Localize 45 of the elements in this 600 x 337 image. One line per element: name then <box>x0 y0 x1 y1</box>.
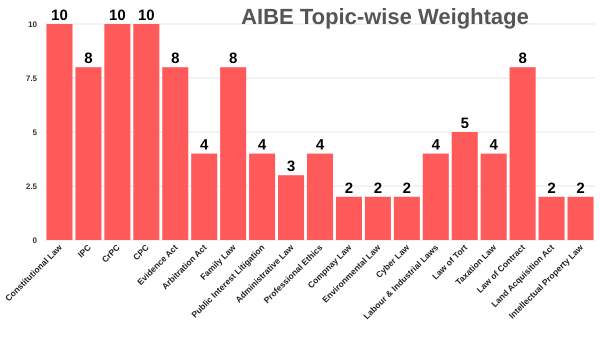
data-label: 10 <box>109 7 126 24</box>
x-tick-label: IPC <box>76 242 93 260</box>
y-tick-label: 2.5 <box>26 182 38 191</box>
bar <box>46 24 72 240</box>
data-label: 8 <box>518 50 527 68</box>
bar <box>306 154 334 240</box>
data-label: 3 <box>286 158 296 176</box>
bar <box>220 67 246 240</box>
bar <box>133 24 160 240</box>
bar <box>568 196 594 240</box>
bar <box>452 132 478 240</box>
chart-title: AIBE Topic-wise Weightage <box>241 4 529 29</box>
y-tick-label: 7.5 <box>26 74 38 83</box>
data-label: 8 <box>228 50 238 68</box>
bar <box>75 67 102 240</box>
bar <box>394 196 420 240</box>
data-label: 4 <box>258 136 267 154</box>
bar <box>480 154 507 240</box>
bar <box>336 196 362 240</box>
data-label: 5 <box>460 115 469 132</box>
y-tick-label: 10 <box>28 20 38 29</box>
data-label: 10 <box>51 7 68 24</box>
data-label: 10 <box>138 7 155 24</box>
data-label: 4 <box>432 136 441 154</box>
data-label: 4 <box>490 136 499 154</box>
bar <box>249 154 276 240</box>
bar <box>278 175 304 240</box>
bar <box>191 154 218 240</box>
y-tick-label: 0 <box>32 236 38 245</box>
data-label: 2 <box>402 180 412 197</box>
bar <box>510 67 536 240</box>
data-label: 2 <box>374 180 382 197</box>
data-label: 8 <box>171 50 180 68</box>
bar <box>104 24 130 240</box>
bar <box>422 154 449 240</box>
data-label: 4 <box>316 136 325 154</box>
data-label: 8 <box>84 50 93 68</box>
data-label: 4 <box>200 136 210 154</box>
bar <box>538 196 565 240</box>
data-label: 2 <box>344 180 354 197</box>
data-label: 2 <box>576 180 585 197</box>
bar <box>364 196 391 240</box>
bar <box>162 67 188 240</box>
y-tick-label: 5 <box>32 128 38 137</box>
data-label: 2 <box>547 180 556 197</box>
